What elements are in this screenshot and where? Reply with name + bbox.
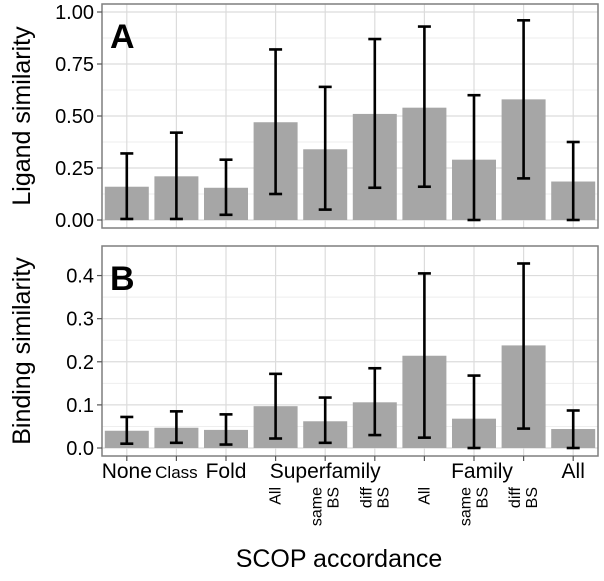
panel-a: 0.00 0.25 0.50 0.75 1.00 A Ligand similarity [8,2,599,232]
y-tick-label: 0.4 [66,266,94,288]
y-tick-label: 0.50 [55,106,94,128]
x-group-label: Fold [206,460,247,483]
x-group-label: Family [451,460,513,483]
y-tick-label: 0.3 [66,309,94,331]
y-tick-label: 0.1 [66,395,94,417]
panel-b: 0.0 0.1 0.2 0.3 0.4 B Binding similarity [8,245,599,460]
x-group-label: None [102,460,152,483]
panel-label: A [110,18,135,56]
y-axis-title: Binding similarity [8,257,36,445]
x-sub-label: diff [507,486,524,508]
y-axis-title: Ligand similarity [8,26,36,206]
x-sub-label: same [309,487,326,526]
y-tick-label: 0.25 [55,158,94,180]
y-tick-label: 0.0 [66,438,94,460]
x-sub-label: diff [358,486,375,508]
panel-label: B [110,260,135,298]
x-sub-label: BS [326,487,343,508]
y-tick-label: 0.2 [66,352,94,374]
x-sub-label: BS [475,487,492,508]
x-sub-label: All [416,487,433,505]
x-sub-label: BS [524,487,541,508]
panel-border [101,245,599,457]
x-group-label: Class [155,463,198,482]
x-sub-label: same [458,487,475,526]
y-tick-label: 0.75 [55,54,94,76]
x-sub-label: BS [375,487,392,508]
x-category-labels: None Class Fold Superfamily Family All All same… [102,456,585,526]
x-axis-title: SCOP accordance [236,545,443,573]
x-group-label: All [562,460,585,483]
y-tick-label: 0.00 [55,210,94,232]
y-tick-label: 1.00 [55,2,94,24]
x-group-label: Superfamily [270,460,381,483]
x-sub-label: All [268,487,285,505]
